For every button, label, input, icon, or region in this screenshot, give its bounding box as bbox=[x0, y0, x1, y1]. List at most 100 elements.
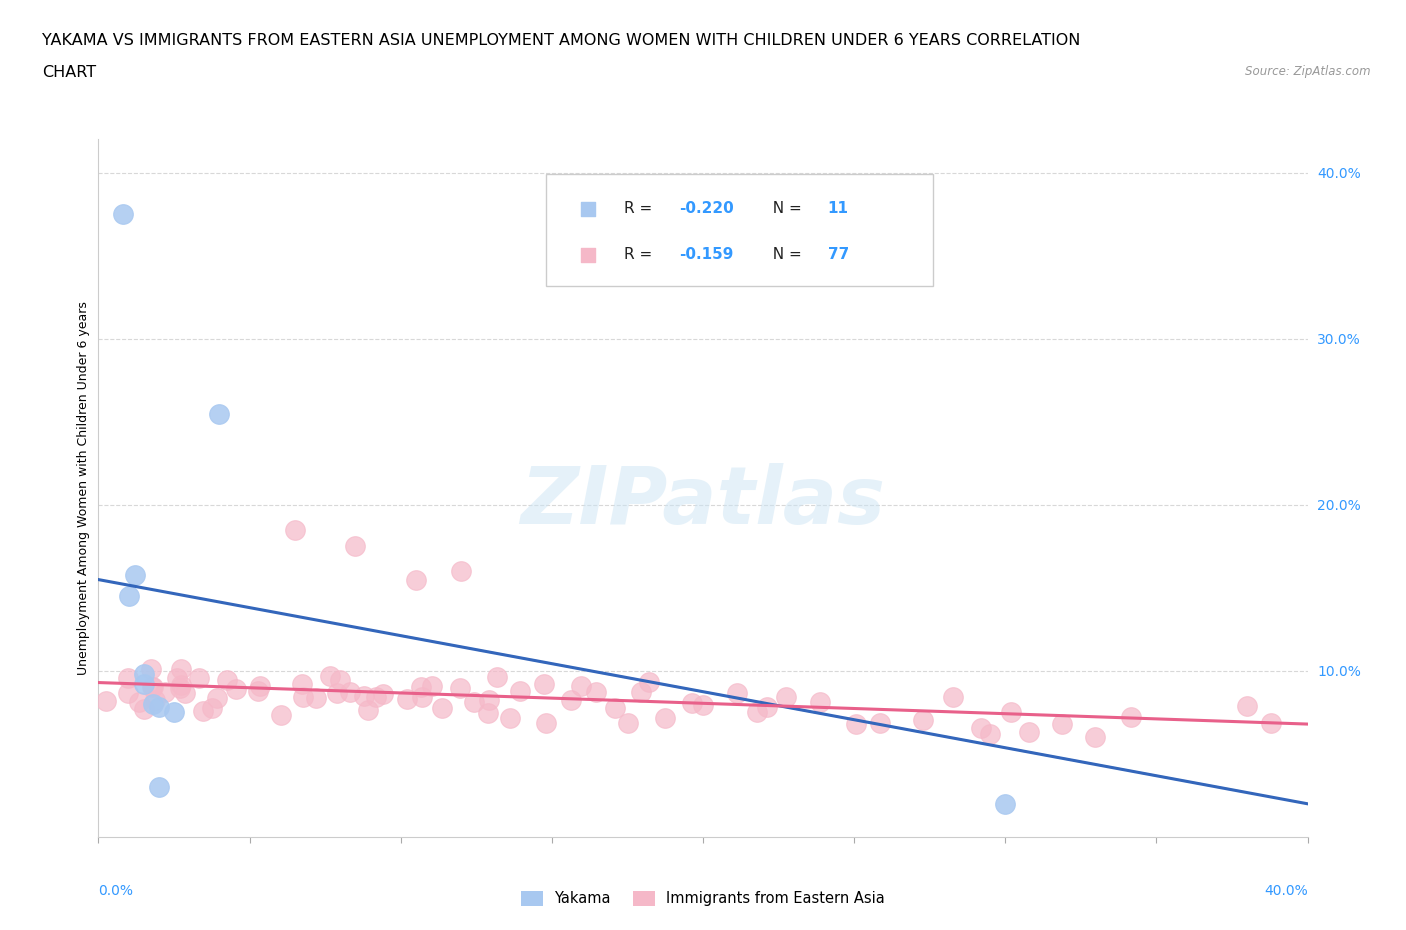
Point bbox=[450, 564, 472, 578]
Point bbox=[366, 690, 388, 705]
Text: N =: N = bbox=[763, 247, 807, 262]
Text: 77: 77 bbox=[828, 247, 849, 262]
Text: 11: 11 bbox=[828, 201, 849, 216]
Legend: Yakama, Immigrants from Eastern Asia: Yakama, Immigrants from Eastern Asia bbox=[513, 884, 893, 913]
Point bbox=[132, 677, 155, 692]
Point bbox=[533, 676, 555, 691]
Point bbox=[617, 716, 640, 731]
Point bbox=[188, 671, 211, 685]
Point bbox=[225, 681, 247, 696]
Point bbox=[1119, 710, 1142, 724]
Point bbox=[534, 715, 557, 730]
Point bbox=[485, 670, 508, 684]
Point bbox=[305, 691, 328, 706]
Point bbox=[326, 685, 349, 700]
Point bbox=[409, 680, 432, 695]
Point bbox=[430, 700, 453, 715]
Point bbox=[132, 667, 155, 682]
Point bbox=[291, 676, 314, 691]
Point bbox=[117, 671, 139, 685]
Point bbox=[1084, 729, 1107, 744]
Point bbox=[654, 711, 676, 725]
Point bbox=[163, 705, 186, 720]
Point bbox=[111, 206, 134, 221]
Point bbox=[353, 688, 375, 703]
Point bbox=[1018, 724, 1040, 739]
Point bbox=[170, 678, 193, 693]
Point bbox=[153, 684, 176, 699]
Point bbox=[246, 684, 269, 698]
Point bbox=[745, 704, 768, 719]
FancyBboxPatch shape bbox=[546, 175, 932, 286]
Point bbox=[637, 675, 659, 690]
Text: R =: R = bbox=[624, 247, 658, 262]
Point bbox=[292, 690, 315, 705]
Text: -0.220: -0.220 bbox=[679, 201, 734, 216]
Point bbox=[994, 796, 1017, 811]
Point bbox=[357, 703, 380, 718]
Point bbox=[170, 662, 193, 677]
Point bbox=[142, 697, 165, 711]
Point bbox=[148, 700, 170, 715]
Point bbox=[395, 692, 418, 707]
Text: -0.159: -0.159 bbox=[679, 247, 733, 262]
Point bbox=[509, 684, 531, 698]
Point bbox=[478, 693, 501, 708]
Point bbox=[344, 539, 367, 554]
Point bbox=[117, 686, 139, 701]
Point bbox=[630, 684, 652, 699]
Point bbox=[477, 706, 499, 721]
Text: N =: N = bbox=[763, 201, 807, 216]
Point bbox=[166, 671, 188, 685]
Point bbox=[911, 712, 934, 727]
Point bbox=[139, 662, 162, 677]
Point bbox=[141, 680, 163, 695]
Text: 0.0%: 0.0% bbox=[98, 884, 134, 897]
Point bbox=[405, 572, 427, 587]
Point bbox=[174, 685, 197, 700]
Point bbox=[569, 679, 592, 694]
Point bbox=[142, 679, 165, 694]
Point bbox=[499, 711, 522, 726]
Point bbox=[284, 523, 307, 538]
Point bbox=[205, 690, 228, 705]
Text: 40.0%: 40.0% bbox=[1264, 884, 1308, 897]
Point bbox=[449, 681, 471, 696]
Point bbox=[208, 406, 231, 421]
Point bbox=[1260, 716, 1282, 731]
Text: Source: ZipAtlas.com: Source: ZipAtlas.com bbox=[1246, 65, 1371, 78]
Point bbox=[463, 695, 485, 710]
Point bbox=[411, 689, 433, 704]
Point bbox=[318, 669, 340, 684]
Point bbox=[585, 684, 607, 699]
Point bbox=[217, 672, 239, 687]
Point bbox=[201, 701, 224, 716]
Text: R =: R = bbox=[624, 201, 658, 216]
Point bbox=[845, 716, 868, 731]
Point bbox=[560, 692, 582, 707]
Point bbox=[869, 715, 891, 730]
Point bbox=[134, 702, 156, 717]
Text: ZIPatlas: ZIPatlas bbox=[520, 463, 886, 541]
Point bbox=[681, 696, 703, 711]
Point bbox=[692, 698, 714, 712]
Point bbox=[775, 690, 797, 705]
Text: CHART: CHART bbox=[42, 65, 96, 80]
Point bbox=[143, 693, 166, 708]
Point bbox=[810, 695, 832, 710]
Point bbox=[979, 726, 1001, 741]
Y-axis label: Unemployment Among Women with Children Under 6 years: Unemployment Among Women with Children U… bbox=[77, 301, 90, 675]
Point bbox=[148, 779, 170, 794]
Point bbox=[1052, 717, 1074, 732]
Point bbox=[169, 681, 191, 696]
Point bbox=[191, 704, 214, 719]
Point bbox=[1236, 698, 1258, 713]
Point bbox=[329, 672, 352, 687]
Point bbox=[118, 589, 141, 604]
Point bbox=[420, 679, 443, 694]
Point bbox=[755, 699, 778, 714]
Point bbox=[373, 686, 395, 701]
Point bbox=[249, 678, 271, 693]
Point bbox=[603, 701, 626, 716]
Point bbox=[725, 685, 748, 700]
